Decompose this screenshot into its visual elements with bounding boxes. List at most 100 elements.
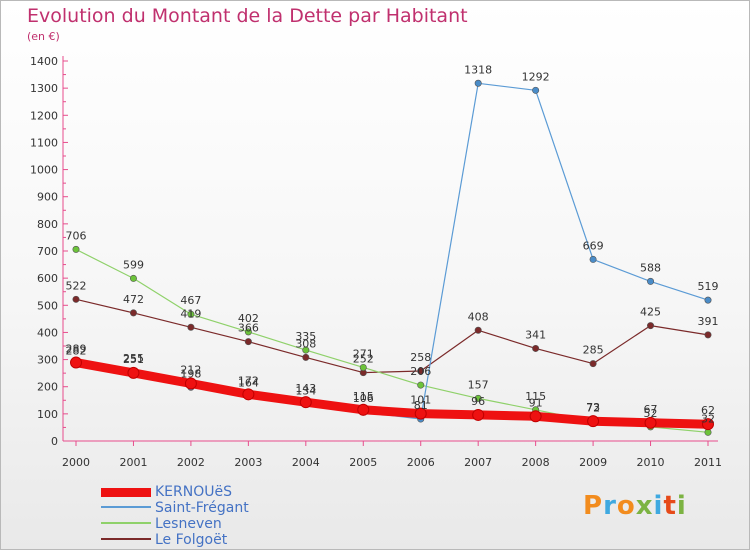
x-tick-label: 2005 (349, 456, 377, 469)
x-tick-label: 2002 (177, 456, 205, 469)
data-point (529, 410, 542, 423)
data-label: 588 (640, 261, 661, 274)
x-tick-label: 2001 (119, 456, 147, 469)
logo-letter: x (635, 491, 654, 521)
legend-swatch (101, 538, 151, 540)
data-label: 1292 (522, 70, 550, 83)
legend-swatch (101, 522, 151, 524)
data-label: 101 (410, 394, 431, 407)
y-tick-label: 200 (37, 381, 58, 394)
data-label: 599 (123, 258, 144, 271)
data-label: 134 (295, 385, 316, 398)
y-tick-label: 400 (37, 326, 58, 339)
y-tick-label: 600 (37, 272, 58, 285)
logo-letter: P (583, 491, 604, 521)
data-label: 67 (644, 403, 658, 416)
logo-letter: i (653, 491, 664, 521)
data-label: 115 (525, 390, 546, 403)
chart-title: Evolution du Montant de la Dette par Hab… (27, 5, 468, 27)
data-label: 115 (353, 390, 374, 403)
legend-label: Le Folgoët (155, 532, 228, 548)
data-label: 366 (238, 322, 259, 335)
y-tick-label: 1300 (30, 82, 58, 95)
logo-letter: r (603, 491, 617, 521)
data-label: 96 (471, 395, 485, 408)
axes: 0 100 200 300 400 500 600 700 800 900 1000 1100 1200… (30, 55, 722, 469)
data-label: 669 (583, 239, 604, 252)
y-tick-label: 1000 (30, 164, 58, 177)
data-label: 212 (180, 363, 201, 376)
data-point (647, 277, 655, 285)
data-label: 467 (180, 294, 201, 307)
x-tick-label: 2011 (694, 456, 722, 469)
y-tick-label: 100 (37, 408, 58, 421)
data-point (704, 296, 712, 304)
data-point (357, 403, 370, 416)
y-tick-label: 300 (37, 354, 58, 367)
data-label: 271 (353, 347, 374, 360)
data-label: 391 (698, 315, 719, 328)
x-tick-label: 2006 (407, 456, 435, 469)
data-point (302, 346, 310, 354)
data-label: 289 (66, 343, 87, 356)
y-tick-label: 700 (37, 245, 58, 258)
x-tick-label: 2009 (579, 456, 607, 469)
x-tick-label: 2010 (637, 456, 665, 469)
data-label: 419 (180, 307, 201, 320)
data-label: 522 (66, 279, 87, 292)
data-point (589, 360, 597, 368)
data-label: 258 (410, 351, 431, 364)
proxiti-logo: Proxiti (583, 491, 687, 521)
data-point (474, 326, 482, 334)
legend-swatch (101, 506, 151, 508)
series-line (75, 298, 709, 374)
data-label: 72 (586, 401, 600, 414)
x-tick-label: 2008 (522, 456, 550, 469)
data-label: 519 (698, 280, 719, 293)
data-point (647, 322, 655, 330)
legend-label: KERNOUëS (155, 484, 232, 500)
data-point (187, 323, 195, 331)
data-point (472, 408, 485, 421)
data-label: 52 (644, 407, 658, 420)
data-point (299, 396, 312, 409)
data-label: 706 (66, 229, 87, 242)
data-label: 341 (525, 328, 546, 341)
y-tick-label: 900 (37, 191, 58, 204)
legend-label: Saint-Frégant (155, 500, 249, 516)
data-label: 282 (66, 344, 87, 357)
data-point (414, 407, 427, 420)
y-tick-label: 1200 (30, 109, 58, 122)
y-tick-label: 500 (37, 299, 58, 312)
data-label: 402 (238, 312, 259, 325)
data-point (244, 338, 252, 346)
data-point (587, 415, 600, 428)
data-label: 425 (640, 306, 661, 319)
data-label: 157 (468, 378, 489, 391)
data-label: 206 (410, 365, 431, 378)
y-tick-label: 1400 (30, 55, 58, 68)
data-point (704, 331, 712, 339)
data-point (127, 366, 140, 379)
data-label: 1318 (464, 63, 492, 76)
x-tick-label: 2003 (234, 456, 262, 469)
data-point (184, 377, 197, 390)
data-point (702, 418, 714, 431)
data-label: 251 (123, 353, 144, 366)
data-label: 335 (295, 330, 316, 343)
series-line (75, 82, 709, 420)
logo-letter: i (676, 491, 687, 521)
data-label: 73 (586, 401, 600, 414)
data-label: 408 (468, 310, 489, 323)
data-point (242, 388, 255, 401)
logo-letter: o (616, 491, 636, 521)
data-label: 285 (583, 344, 604, 357)
data-label: 143 (295, 382, 316, 395)
x-tick-label: 2000 (62, 456, 90, 469)
data-point (532, 86, 540, 94)
data-point (302, 353, 310, 361)
data-label: 81 (414, 399, 428, 412)
y-tick-label: 1100 (30, 136, 58, 149)
data-point (72, 295, 80, 303)
